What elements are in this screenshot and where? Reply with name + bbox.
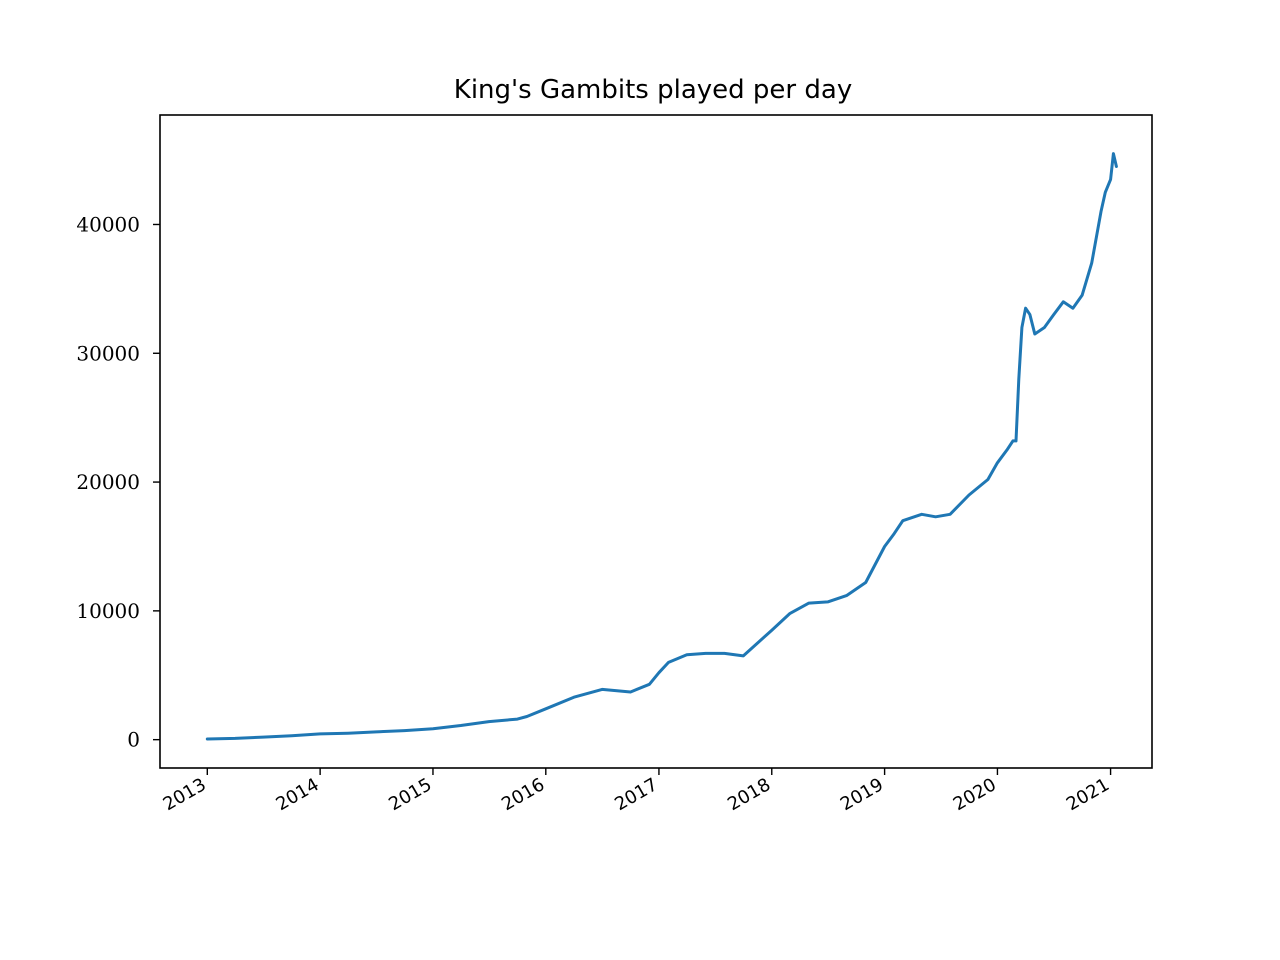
plot-area (205, 152, 1118, 741)
series-line-0 (205, 152, 1118, 741)
x-tick-label: 2020 (950, 774, 1000, 815)
x-tick-label: 2016 (498, 774, 548, 815)
x-axis: 2013 2014 2015 2016 2017 2018 2019 2020 2021 (160, 768, 1113, 815)
chart-title: King's Gambits played per day (454, 75, 852, 105)
x-tick-label: 2014 (272, 774, 322, 815)
y-tick-label: 20000 (76, 470, 140, 494)
y-tick-label: 10000 (76, 599, 140, 623)
x-tick-label: 2015 (385, 774, 435, 815)
x-tick-label: 2019 (837, 774, 887, 815)
y-tick-label: 0 (127, 728, 140, 752)
axes-frame (159, 114, 1153, 769)
y-tick-label: 40000 (76, 212, 140, 236)
y-axis: 0 10000 20000 30000 40000 (76, 212, 160, 752)
x-tick-label: 2021 (1063, 774, 1113, 815)
y-tick-label: 30000 (76, 341, 140, 365)
x-tick-label: 2018 (724, 774, 774, 815)
x-tick-label: 2017 (611, 774, 661, 815)
x-tick-label: 2013 (160, 774, 210, 815)
